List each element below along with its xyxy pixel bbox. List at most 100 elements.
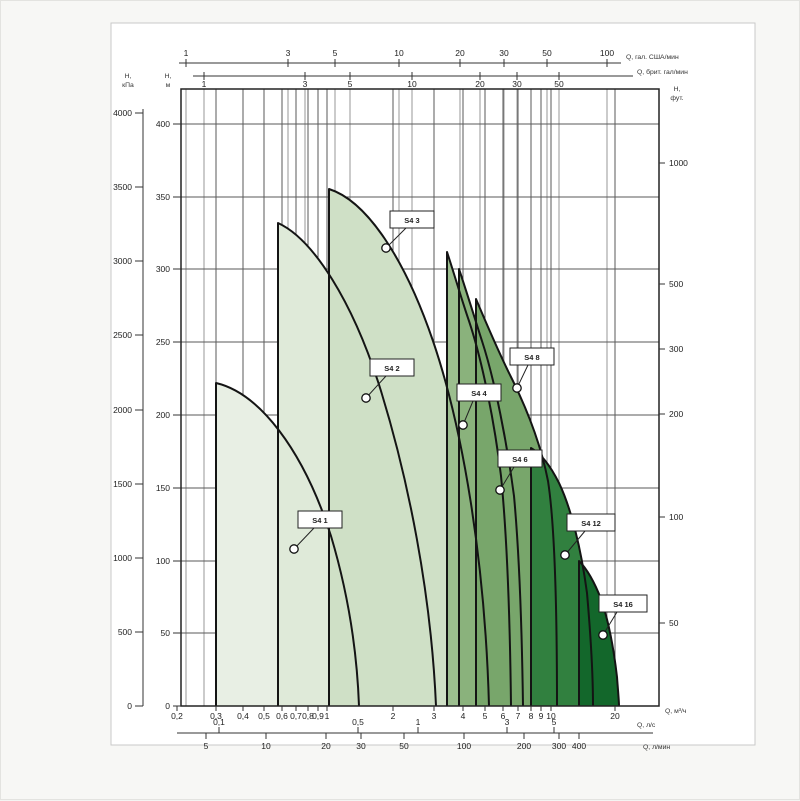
- region-marker-dot: [381, 243, 391, 253]
- tick-label: 10: [261, 741, 271, 751]
- tick-label: 3: [505, 717, 510, 727]
- tick-label: 1: [202, 79, 207, 89]
- region-callout-s4-16: S4 16: [598, 594, 648, 640]
- axis-kpa-unit-line2: кПа: [122, 82, 134, 89]
- region-label: S4 16: [613, 600, 633, 609]
- tick-label: 150: [156, 483, 170, 493]
- region-outline-s4-3: [328, 188, 490, 707]
- tick-label: 5: [348, 79, 353, 89]
- region-marker-dot: [458, 420, 468, 430]
- axis-m: H, м 400 350 300 250 200 150 100 50 0: [156, 73, 181, 711]
- tick-label: 350: [156, 192, 170, 202]
- region-outline-s4-12: [530, 447, 594, 707]
- pump-region-fills: [216, 189, 619, 706]
- tick-label: 50: [161, 628, 171, 638]
- axis-lmin-unit: Q, л/мин: [643, 744, 670, 751]
- tick-label: 20: [610, 711, 620, 721]
- axis-m3h: 0,2 0,3 0,4 0,5 0,6 0,7 0,8 0,9 1 2 3 4 …: [171, 706, 687, 721]
- tick-label: 1000: [113, 553, 132, 563]
- tick-label: 0,1: [213, 717, 225, 727]
- tick-label: 300: [156, 264, 170, 274]
- region-callout-s4-4: S4 4: [456, 383, 502, 430]
- region-label: S4 2: [384, 364, 399, 373]
- axis-impgpm: 1 3 5 10 20 30 50 Q, брит. гал/мин: [193, 68, 688, 89]
- region-marker-dot: [289, 544, 299, 554]
- axis-kpa: H, кПа 4000 3500 3000 2500 2000 1500 100…: [113, 73, 144, 711]
- region-marker-dot: [560, 550, 570, 560]
- region-label: S4 6: [512, 455, 527, 464]
- tick-label: 0: [165, 701, 170, 711]
- tick-label: 4000: [113, 108, 132, 118]
- tick-label: 3000: [113, 256, 132, 266]
- tick-label: 20: [321, 741, 331, 751]
- tick-label: 0: [127, 701, 132, 711]
- tick-label: 30: [512, 79, 522, 89]
- region-marker-dot: [598, 630, 608, 640]
- region-label: S4 1: [312, 516, 327, 525]
- tick-label: 200: [517, 741, 531, 751]
- tick-label: 400: [572, 741, 586, 751]
- axis-usgpm-unit: Q, гал. США/мин: [626, 54, 679, 61]
- axis-kpa-unit-line1: H,: [125, 73, 132, 80]
- tick-label: 0,9: [312, 711, 324, 721]
- region-outline-s4-16: [578, 560, 620, 707]
- tick-label: 10: [546, 711, 556, 721]
- tick-label: 5: [333, 48, 338, 58]
- region-marker-dot: [361, 393, 371, 403]
- region-callouts: S4 1 S4 2 S4 3 S4 4 S4 6: [289, 210, 648, 640]
- tick-label: 50: [554, 79, 564, 89]
- tick-label: 400: [156, 119, 170, 129]
- plot-border: [180, 88, 660, 707]
- region-outline-s4-1: [215, 382, 360, 707]
- tick-label: 20: [455, 48, 465, 58]
- tick-label: 50: [399, 741, 409, 751]
- region-callout-s4-1: S4 1: [289, 510, 343, 554]
- tick-label: 50: [669, 618, 679, 628]
- tick-label: 4: [461, 711, 466, 721]
- tick-label: 1000: [669, 158, 688, 168]
- tick-label: 0,3: [210, 711, 222, 721]
- tick-label: 1500: [113, 479, 132, 489]
- tick-label: 20: [475, 79, 485, 89]
- tick-label: 50: [542, 48, 552, 58]
- tick-label: 500: [669, 279, 683, 289]
- tick-label: 0,6: [276, 711, 288, 721]
- axis-usgpm: 1 3 5 10 20 30 50 100 Q, гал. США/мин: [179, 48, 679, 67]
- tick-label: 3: [303, 79, 308, 89]
- tick-label: 500: [118, 627, 132, 637]
- region-label: S4 8: [524, 353, 539, 362]
- tick-label: 0,5: [258, 711, 270, 721]
- tick-label: 300: [552, 741, 566, 751]
- tick-label: 7: [516, 711, 521, 721]
- tick-label: 1: [325, 711, 330, 721]
- tick-label: 200: [156, 410, 170, 420]
- tick-label: 2500: [113, 330, 132, 340]
- tick-label: 1: [416, 717, 421, 727]
- region-label: S4 4: [471, 389, 487, 398]
- tick-label: 3500: [113, 182, 132, 192]
- axis-m-unit-line2: м: [166, 82, 171, 89]
- axis-impgpm-unit: Q, брит. гал/мин: [637, 68, 688, 76]
- region-outline-s4-6: [458, 268, 524, 707]
- region-callout-s4-12: S4 12: [560, 513, 616, 560]
- axis-ls-lmin: 0,1 0,5 1 3 5 Q, л/с 5 10 20 30 50 100 2…: [177, 717, 670, 751]
- tick-label: 2: [391, 711, 396, 721]
- tick-label: 6: [501, 711, 506, 721]
- tick-label: 0,5: [352, 717, 364, 727]
- region-outline-s4-2: [277, 222, 437, 707]
- pump-region-outlines: [215, 188, 620, 707]
- tick-label: 100: [600, 48, 614, 58]
- tick-label: 100: [457, 741, 471, 751]
- tick-label: 8: [529, 711, 534, 721]
- axis-ft-unit-line2: фут.: [670, 95, 683, 102]
- tick-label: 250: [156, 337, 170, 347]
- tick-label: 0,2: [171, 711, 183, 721]
- region-label: S4 3: [404, 216, 419, 225]
- region-callout-s4-6: S4 6: [495, 449, 543, 495]
- region-callout-s4-3: S4 3: [381, 210, 435, 253]
- tick-label: 30: [356, 741, 366, 751]
- tick-label: 1: [184, 48, 189, 58]
- tick-label: 100: [669, 512, 683, 522]
